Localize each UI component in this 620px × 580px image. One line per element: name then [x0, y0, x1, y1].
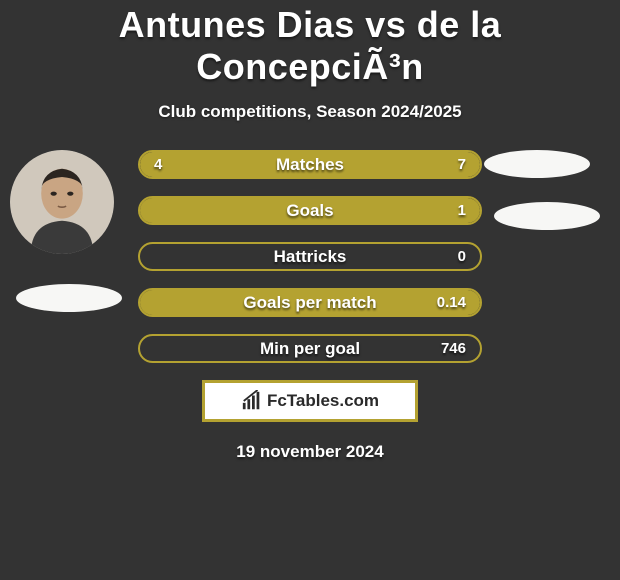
- avatar-icon: [10, 150, 114, 254]
- stat-label: Matches: [140, 152, 480, 177]
- chart-icon: [241, 390, 263, 412]
- stat-value-right: 0.14: [437, 290, 466, 315]
- stat-label: Goals per match: [140, 290, 480, 315]
- subtitle: Club competitions, Season 2024/2025: [0, 102, 620, 122]
- branding-text: FcTables.com: [267, 391, 379, 411]
- branding-badge: FcTables.com: [202, 380, 418, 422]
- stat-label: Goals: [140, 198, 480, 223]
- stat-value-right: 0: [458, 244, 466, 269]
- page-title: Antunes Dias vs de la ConcepciÃ³n: [0, 4, 620, 88]
- stat-value-right: 7: [458, 152, 466, 177]
- stat-row: Min per goal746: [138, 334, 482, 363]
- stat-row: Goals per match0.14: [138, 288, 482, 317]
- stat-value-right: 746: [441, 336, 466, 361]
- club-badge-right-1: [484, 150, 590, 178]
- stat-value-left: 4: [154, 152, 162, 177]
- stat-label: Hattricks: [140, 244, 480, 269]
- club-badge-right-2: [494, 202, 600, 230]
- date-text: 19 november 2024: [0, 442, 620, 462]
- stat-row: Hattricks0: [138, 242, 482, 271]
- stat-row: Goals1: [138, 196, 482, 225]
- club-badge-left: [16, 284, 122, 312]
- stats-list: Matches4 7 Goals1 Hattricks0 Goals per match…: [138, 150, 482, 363]
- stat-row: Matches4 7: [138, 150, 482, 179]
- stat-label: Min per goal: [140, 336, 480, 361]
- stat-value-right: 1: [458, 198, 466, 223]
- player-left-avatar: [10, 150, 114, 254]
